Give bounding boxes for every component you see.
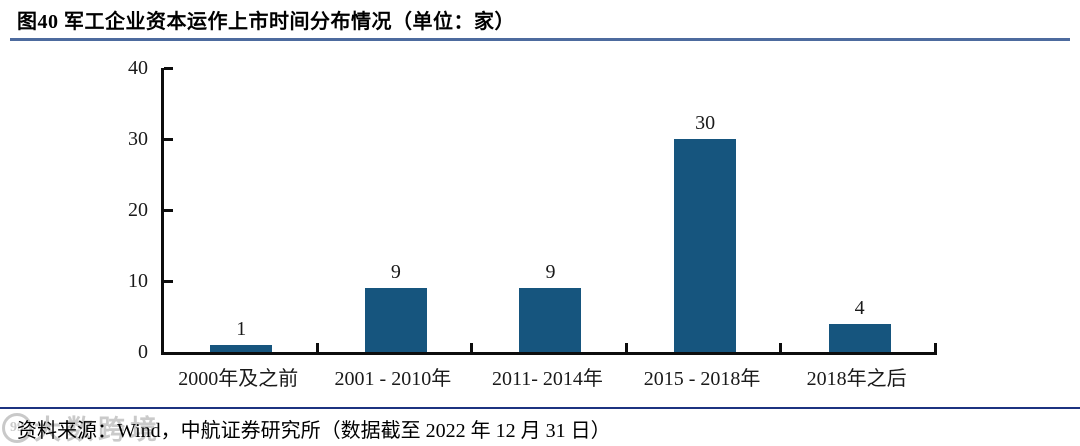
y-axis-tick bbox=[164, 209, 173, 212]
y-tick-label: 0 bbox=[138, 341, 148, 363]
x-axis-label: 2015 - 2018年 bbox=[643, 368, 761, 390]
watermark-logo-icon: 99 bbox=[2, 412, 32, 443]
bar bbox=[210, 344, 273, 352]
bar-value-label: 30 bbox=[695, 112, 716, 134]
y-tick-label: 20 bbox=[128, 199, 148, 221]
y-axis-tick bbox=[164, 67, 173, 70]
bar-group: 30 bbox=[628, 68, 783, 352]
figure-title: 图40 军工企业资本运作上市时间分布情况（单位：家） bbox=[17, 11, 515, 33]
bar bbox=[364, 288, 427, 352]
y-tick-label: 40 bbox=[128, 57, 148, 79]
x-axis-label: 2011- 2014年 bbox=[492, 368, 603, 390]
x-axis-tick bbox=[624, 343, 628, 352]
bar-value-label: 4 bbox=[854, 296, 865, 319]
y-axis-tick bbox=[164, 280, 173, 283]
x-axis-tick bbox=[470, 343, 474, 352]
x-axis-labels: 2000年及之前 2001 - 2010年 2011- 2014年 2015 - 20… bbox=[161, 366, 934, 392]
bottom-rule bbox=[0, 407, 1080, 409]
x-axis-label: 2018年之后 bbox=[806, 368, 907, 390]
bar bbox=[674, 139, 737, 352]
x-axis-label: 2000年及之前 bbox=[178, 368, 299, 390]
bar bbox=[519, 288, 582, 352]
bar-value-label: 9 bbox=[390, 261, 401, 284]
y-tick-label: 30 bbox=[128, 128, 148, 150]
x-axis-label: 2001 - 2010年 bbox=[334, 368, 452, 390]
x-axis-tick bbox=[779, 343, 783, 352]
bar-group: 9 bbox=[473, 68, 628, 352]
y-tick-label: 10 bbox=[128, 270, 148, 292]
watermark-text: 大数跨境 bbox=[34, 415, 162, 445]
source-line: 资料来源：Wind，中航证券研究所（数据截至 2022 年 12 月 31 日） bbox=[17, 420, 611, 442]
y-axis-tick bbox=[164, 138, 173, 141]
watermark: 99 大数跨境 bbox=[2, 408, 162, 446]
bar-value-label: 9 bbox=[545, 261, 556, 284]
title-rule bbox=[10, 38, 1070, 41]
plot-area: 1 9 9 30 4 bbox=[161, 68, 937, 355]
bar-group: 9 bbox=[319, 68, 474, 352]
bar-group: 1 bbox=[164, 68, 319, 352]
x-axis-tick bbox=[934, 343, 937, 352]
bar-value-label: 1 bbox=[236, 317, 247, 340]
x-axis-tick bbox=[315, 343, 319, 352]
bar bbox=[828, 323, 891, 352]
bar-group: 4 bbox=[782, 68, 937, 352]
